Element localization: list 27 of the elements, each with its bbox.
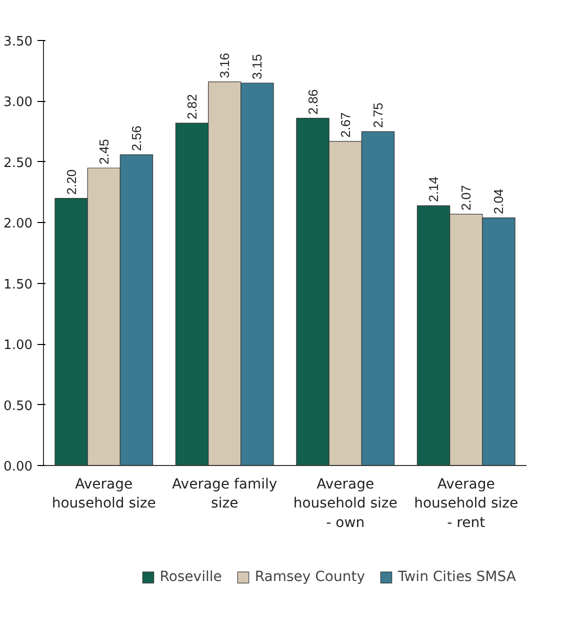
y-tick-label: 2.50 xyxy=(4,156,33,171)
x-tick-label: Average household size xyxy=(52,476,156,512)
data-label: 2.82 xyxy=(184,94,200,120)
y-tick-label: 2.00 xyxy=(4,216,33,232)
y-tick-label: 1.50 xyxy=(4,277,33,292)
data-label: 2.45 xyxy=(96,139,112,164)
data-label: 2.14 xyxy=(426,176,442,202)
data-label: 2.56 xyxy=(128,126,144,151)
x-tick-label: Average household size - rent xyxy=(414,476,518,531)
legend-label: Roseville xyxy=(160,568,222,584)
data-label: 3.16 xyxy=(217,52,232,78)
data-label: 2.04 xyxy=(491,188,506,214)
y-tick-label: 0.00 xyxy=(4,460,33,474)
x-tick-label: Average household size - own xyxy=(293,476,398,531)
y-tick-label: 3.00 xyxy=(4,95,33,110)
data-label: 2.20 xyxy=(64,169,79,195)
y-tick-label: 3.50 xyxy=(4,34,33,50)
y-tick-label: 1.00 xyxy=(4,338,33,354)
data-label: 2.07 xyxy=(458,185,474,210)
data-label: 2.86 xyxy=(305,89,320,115)
data-label: 2.75 xyxy=(370,102,386,128)
y-tick-label: 0.50 xyxy=(4,398,33,414)
x-tick-label: Average family size xyxy=(172,476,278,512)
data-label: 2.67 xyxy=(338,112,353,138)
data-label: 3.15 xyxy=(250,54,265,80)
legend-label: Ramsey County xyxy=(254,568,365,584)
legend-label: Twin Cities SMSA xyxy=(398,568,516,584)
